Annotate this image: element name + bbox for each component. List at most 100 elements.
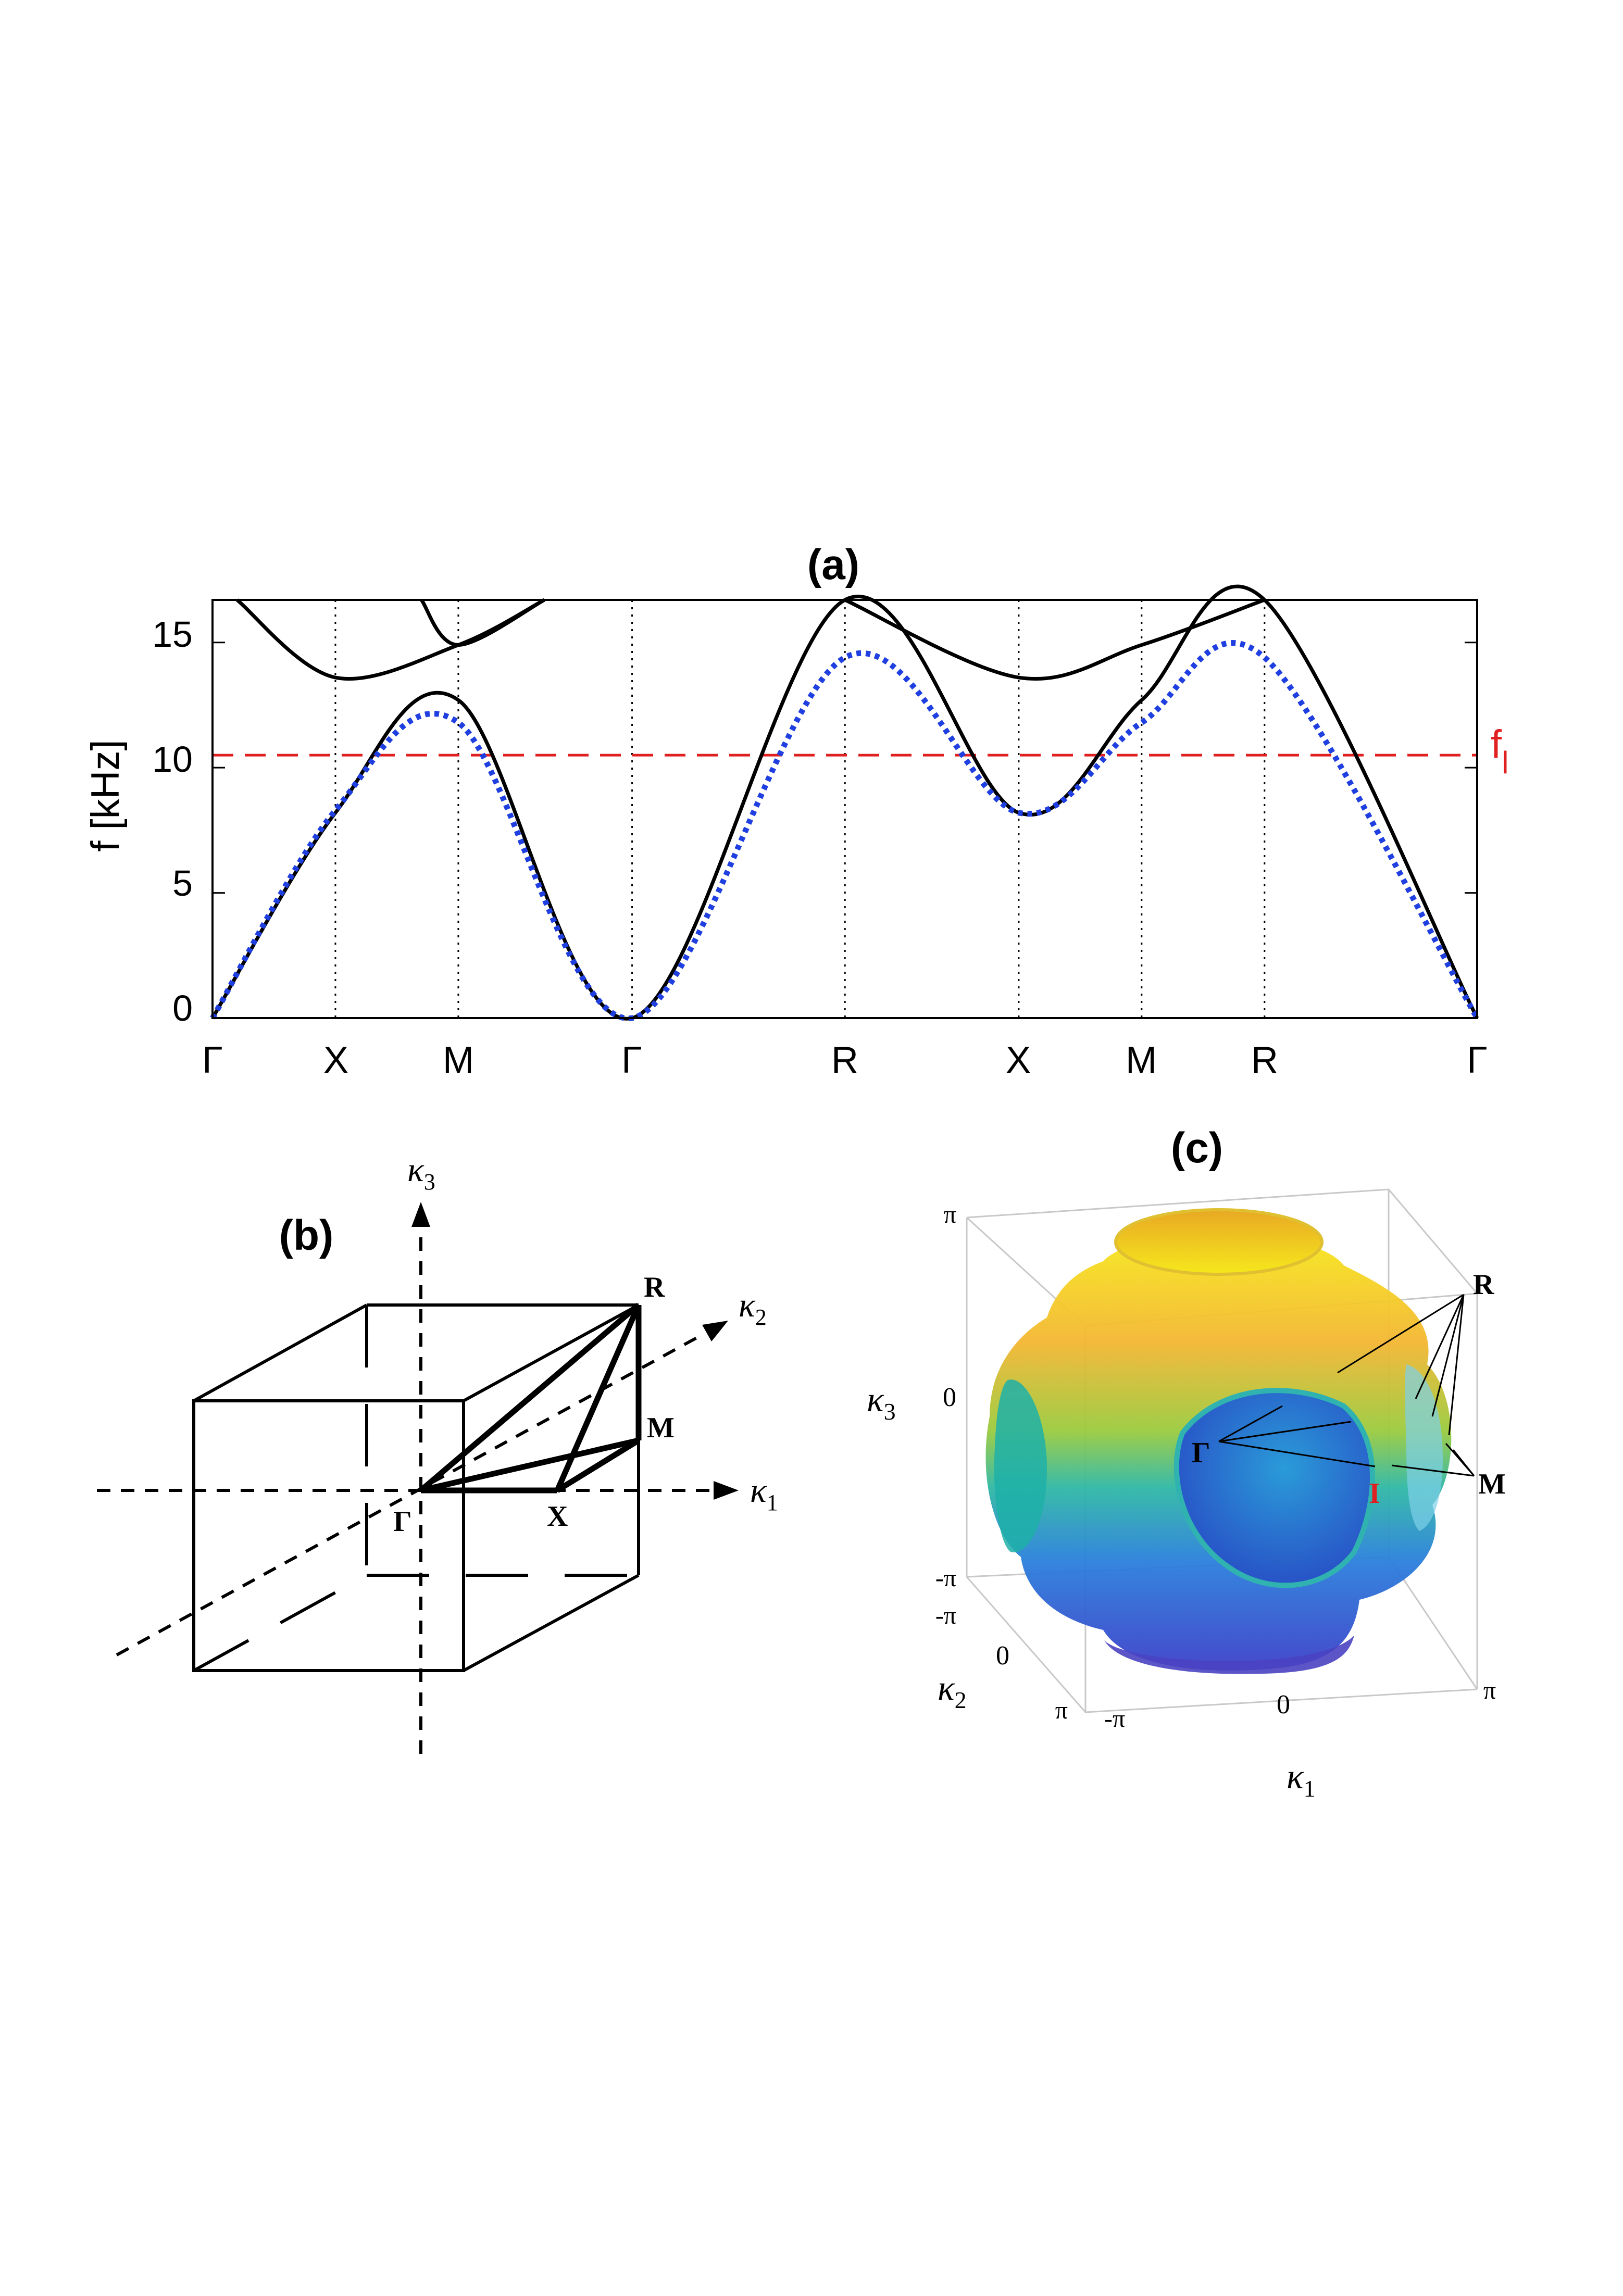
leader-line [1218, 1421, 1352, 1442]
k3-axis-label: κ3 [867, 1379, 896, 1425]
cube-edge [463, 1574, 640, 1672]
x-tick-label: Γ [1467, 1039, 1488, 1081]
y-axis-label: f [kHz] [83, 739, 128, 851]
cube-hidden-edges [193, 1305, 639, 1672]
bottom-rim [1104, 1635, 1354, 1674]
x-tick-label: M [443, 1039, 474, 1081]
k3-symbol: κ [867, 1379, 884, 1419]
k1-axis-label: κ1 [750, 1472, 778, 1515]
dispersion-band-curve [420, 598, 545, 647]
leader-lines [1218, 1294, 1475, 1477]
k3-sub: 3 [424, 1169, 435, 1195]
panel-b-label: (b) [279, 1212, 334, 1259]
k3-arrow [411, 1202, 430, 1227]
panel-b: (b) [97, 1151, 778, 1754]
fitted-band-curve [210, 640, 1480, 1021]
leader-line [1337, 1294, 1464, 1374]
k1-sub: 1 [767, 1490, 778, 1515]
top-hole [1114, 1208, 1324, 1276]
dispersion-band-curve [844, 598, 1265, 681]
cube-front-face [192, 1399, 465, 1672]
k2-symbol: κ [938, 1668, 955, 1708]
y-tick-labels: 0 5 10 15 [152, 614, 193, 1028]
leader-line [1218, 1440, 1376, 1467]
x-tick-label: Γ [621, 1039, 642, 1081]
leader-line [1391, 1464, 1475, 1477]
c-tick-labels: π 0 -π -π 0 π -π 0 π [935, 1201, 1496, 1733]
point-R-label: R [644, 1271, 665, 1303]
k1-arrow [714, 1481, 739, 1500]
point-Gamma-label: Γ [393, 1505, 412, 1538]
k2-axis-label: κ2 [938, 1668, 967, 1713]
panel-a: (a) f [kHz] 0 5 10 15 Γ X M Γ R X M R Γ … [83, 541, 1508, 1081]
dispersion-band-curve [210, 584, 1479, 1021]
y-tick-label: 15 [152, 614, 193, 655]
axes [97, 1223, 718, 1754]
ibz-edge [554, 1303, 642, 1492]
isosurface [985, 1208, 1452, 1674]
k1-symbol: κ [750, 1472, 767, 1510]
panel-a-label: (a) [807, 541, 859, 588]
leader-line [1452, 1449, 1475, 1476]
k2-sub: 2 [755, 1304, 767, 1330]
k3-axis-label: κ3 [407, 1151, 435, 1195]
dispersion-band-curve [236, 598, 545, 681]
c-point-labels: R Γ M I [1192, 1269, 1506, 1510]
left-hole [994, 1379, 1047, 1552]
k1-tick-zero: 0 [1277, 1690, 1290, 1720]
k2-axis [116, 1332, 706, 1657]
x-tick-label: Γ [202, 1039, 223, 1081]
k3-tick-pi: π [944, 1201, 956, 1228]
y-tick-label: 5 [172, 863, 193, 904]
k2-symbol: κ [739, 1286, 756, 1324]
y-tick-label: 10 [152, 739, 193, 780]
k1-symbol: κ [1287, 1756, 1304, 1796]
leader-line [1431, 1294, 1465, 1417]
panel-c-label: (c) [1171, 1124, 1223, 1172]
leader-line [1415, 1294, 1465, 1399]
box-edge [966, 1218, 1478, 1713]
k3-symbol: κ [407, 1151, 425, 1189]
fl-label-sub: l [1502, 745, 1508, 780]
axis-arrowheads [411, 1202, 739, 1500]
point-I-label: I [1369, 1477, 1380, 1510]
point-Gamma-label: Γ [1192, 1437, 1210, 1469]
k3-tick-zero: 0 [943, 1383, 956, 1412]
leader-line [1448, 1294, 1465, 1436]
k2-sub: 2 [955, 1687, 967, 1713]
cube-edge [193, 1303, 368, 1402]
right-hole [1405, 1364, 1443, 1531]
leader-line [1218, 1405, 1283, 1442]
x-tick-label: R [1251, 1039, 1278, 1081]
k2-tick-zero: 0 [996, 1641, 1009, 1671]
ibz-edge [419, 1302, 641, 1493]
cube-hidden-edge [193, 1574, 368, 1672]
cube-edge [463, 1303, 640, 1402]
fl-label-main: f [1491, 722, 1502, 767]
y-tick-label: 0 [172, 988, 193, 1028]
k3-tick-neg-pi: -π [935, 1564, 956, 1592]
c-axis-labels: κ3 κ2 κ1 [867, 1379, 1316, 1802]
x-tick-label: R [831, 1039, 858, 1081]
k2-arrow [702, 1321, 728, 1341]
k1-tick-pi: π [1483, 1677, 1496, 1704]
k2-tick-pi: π [1055, 1697, 1068, 1724]
plot-frame [211, 599, 1478, 1019]
panel-c: (c) [867, 1124, 1506, 1802]
x-tick-label: M [1126, 1039, 1157, 1081]
box-edge [966, 1188, 1478, 1689]
band-structure-plot [210, 584, 1480, 1021]
x-tick-labels: Γ X M Γ R X M R Γ [202, 1039, 1488, 1081]
front-hole [1173, 1388, 1375, 1588]
b-labels: R M X Γ κ1 κ2 κ3 [393, 1151, 778, 1538]
ibz-wedge [419, 1302, 642, 1494]
fl-label: fl [1491, 722, 1508, 780]
point-M-label: M [647, 1412, 675, 1444]
ibz-edge [556, 1438, 640, 1493]
x-tick-label: X [323, 1039, 348, 1081]
x-tick-label: X [1006, 1039, 1031, 1081]
cube-edges [192, 1303, 640, 1672]
k3-sub: 3 [884, 1398, 896, 1425]
k2-tick-neg-pi: -π [935, 1602, 956, 1629]
